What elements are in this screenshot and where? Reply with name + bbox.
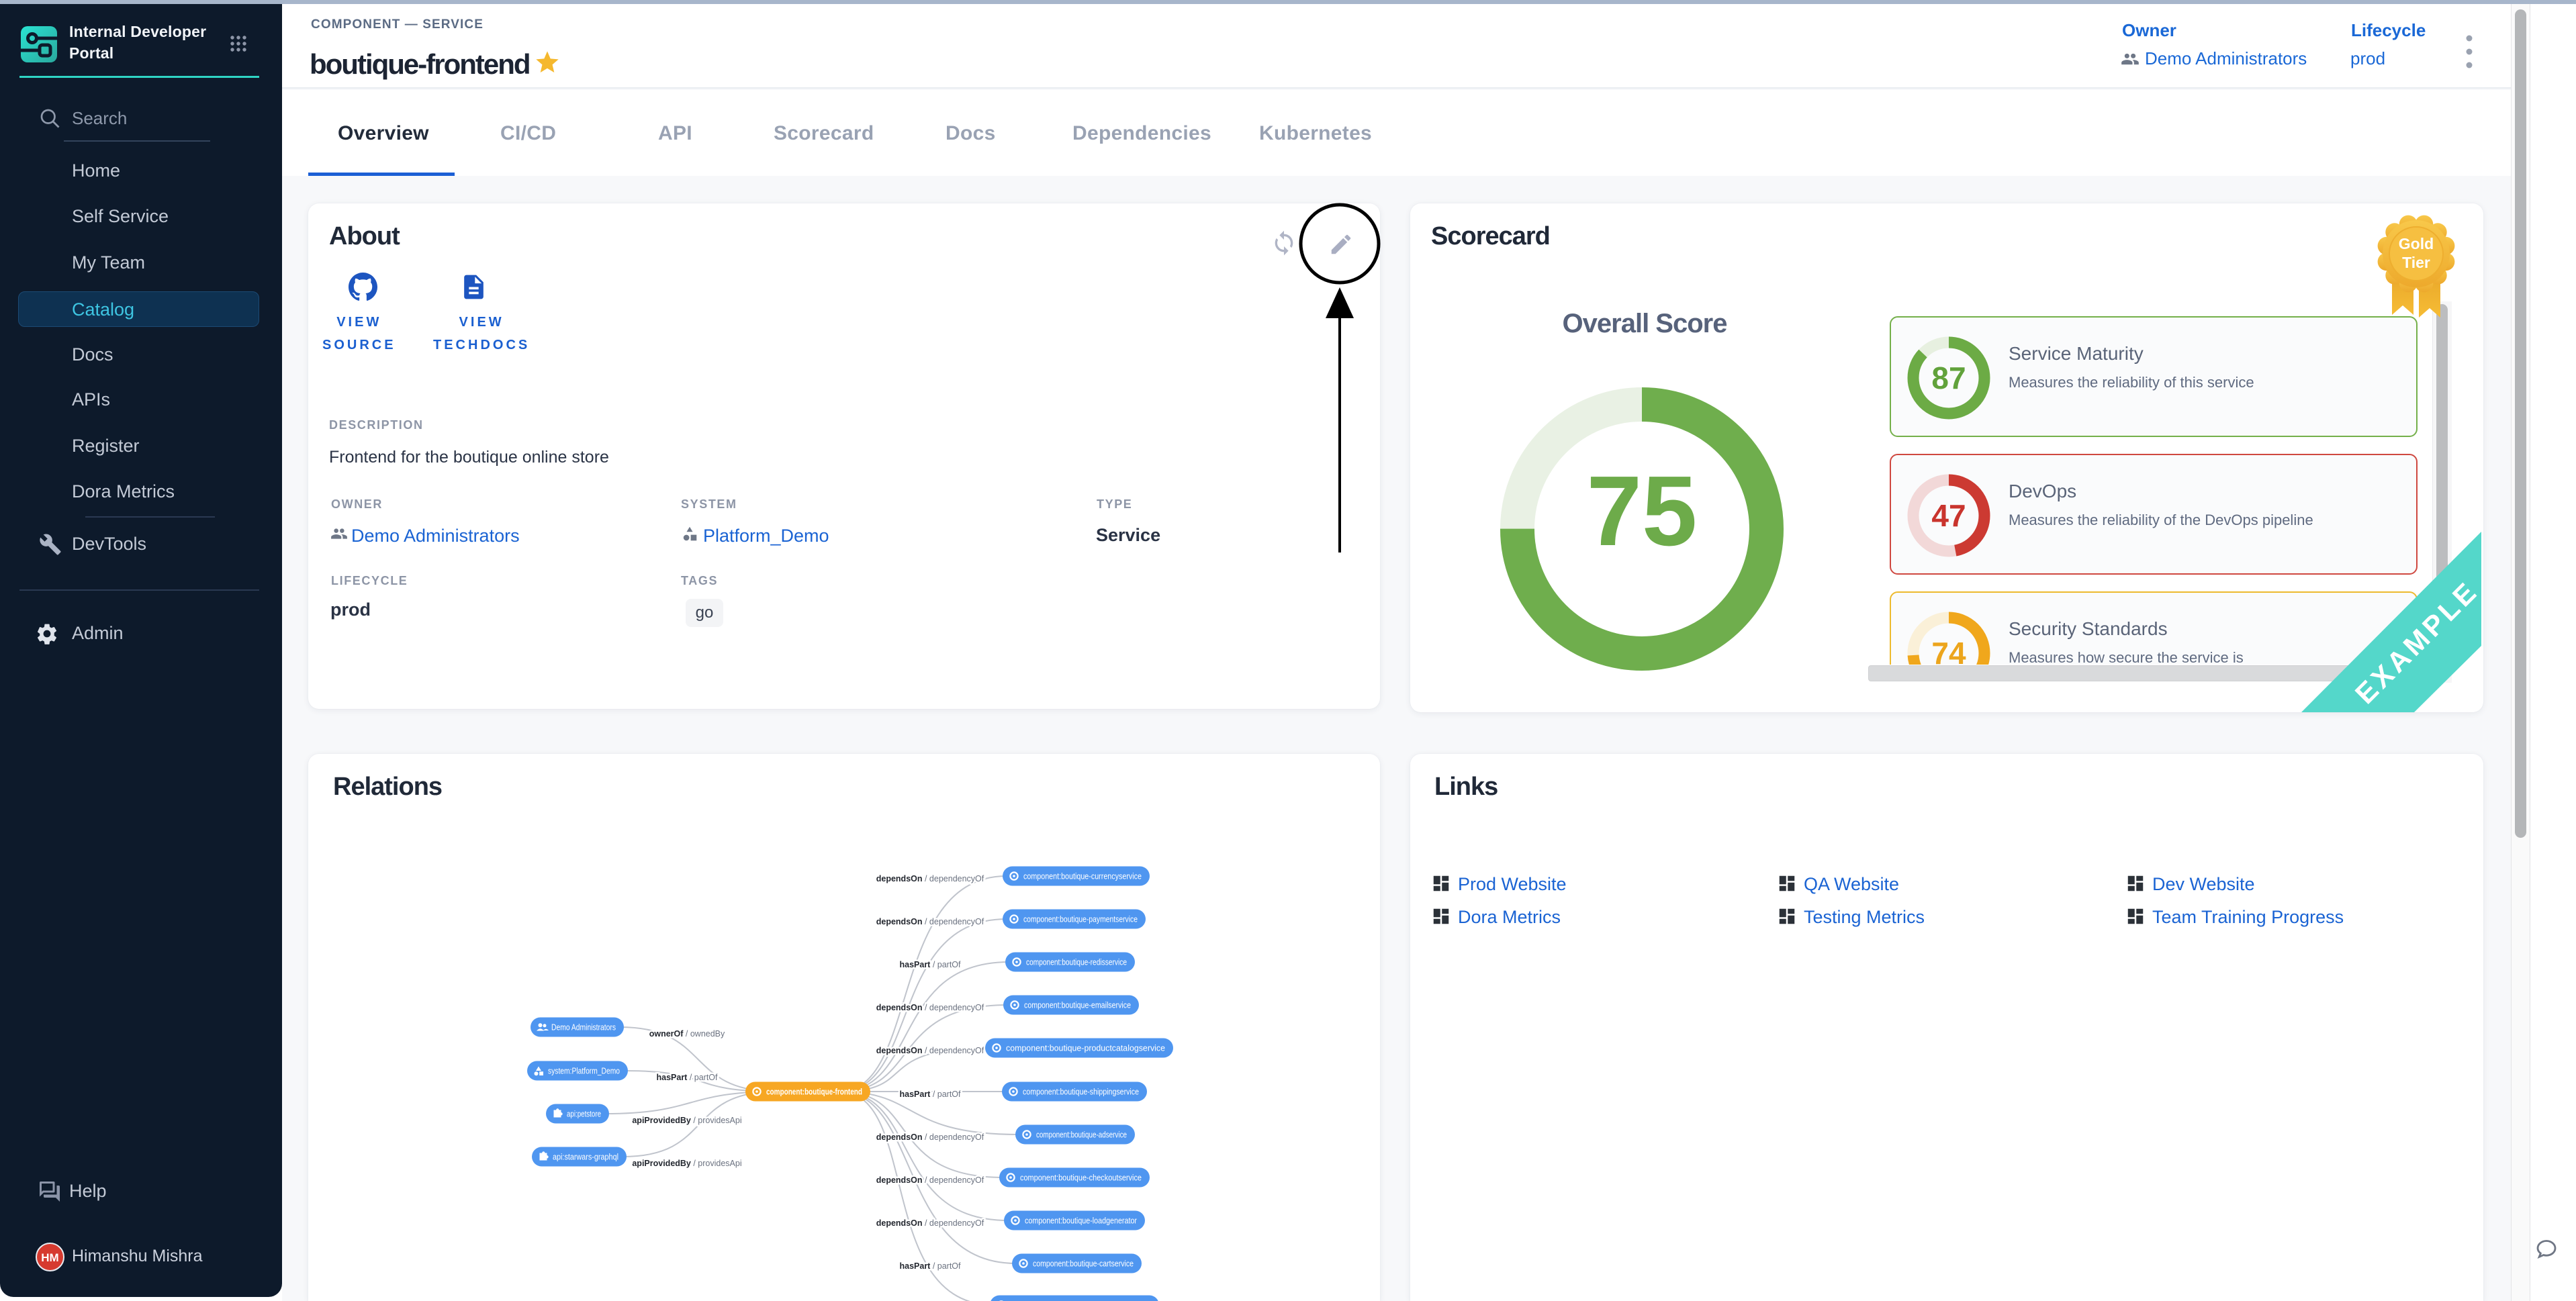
svg-text:hasPart / partOf: hasPart / partOf [899, 1090, 961, 1099]
svg-text:dependsOn / dependencyOf: dependsOn / dependencyOf [876, 1218, 984, 1228]
svg-text:apiProvidedBy / providesApi: apiProvidedBy / providesApi [632, 1116, 741, 1125]
svg-text:api:starwars-graphql: api:starwars-graphql [553, 1153, 618, 1162]
svg-text:component:boutique-adservice: component:boutique-adservice [1036, 1130, 1127, 1140]
svg-text:ownerOf / ownedBy: ownerOf / ownedBy [649, 1029, 725, 1039]
svg-text:dependsOn / dependencyOf: dependsOn / dependencyOf [876, 1133, 984, 1142]
svg-text:component:boutique-loadgenerat: component:boutique-loadgenerator [1025, 1216, 1137, 1226]
svg-text:component:boutique-currencyser: component:boutique-currencyservice [1023, 872, 1142, 881]
svg-text:dependsOn / dependencyOf: dependsOn / dependencyOf [876, 1003, 984, 1012]
svg-text:apiProvidedBy / providesApi: apiProvidedBy / providesApi [632, 1159, 741, 1168]
svg-text:system:Platform_Demo: system:Platform_Demo [548, 1067, 620, 1076]
svg-text:hasPart / partOf: hasPart / partOf [899, 960, 961, 969]
svg-text:dependsOn / dependencyOf: dependsOn / dependencyOf [876, 874, 984, 883]
svg-text:dependsOn / dependencyOf: dependsOn / dependencyOf [876, 1175, 984, 1185]
svg-text:api:petstore: api:petstore [567, 1110, 601, 1119]
svg-text:47: 47 [1931, 498, 1966, 533]
svg-text:Gold: Gold [2399, 235, 2434, 252]
svg-text:dependsOn / dependencyOf: dependsOn / dependencyOf [876, 1046, 984, 1055]
svg-text:component:boutique-paymentserv: component:boutique-paymentservice [1023, 915, 1138, 924]
svg-text:component:boutique-redisservic: component:boutique-redisservice [1026, 958, 1127, 967]
svg-text:87: 87 [1931, 360, 1966, 395]
svg-text:component:boutique-checkoutser: component:boutique-checkoutservice [1020, 1173, 1142, 1183]
svg-text:74: 74 [1931, 636, 1966, 665]
svg-text:hasPart / partOf: hasPart / partOf [899, 1261, 961, 1271]
svg-text:dependsOn / dependencyOf: dependsOn / dependencyOf [876, 917, 984, 926]
svg-text:hasPart / partOf: hasPart / partOf [656, 1073, 718, 1082]
svg-text:component:boutique-cartservice: component:boutique-cartservice [1033, 1259, 1134, 1269]
svg-text:component:boutique-emailservic: component:boutique-emailservice [1024, 1001, 1131, 1010]
svg-text:component:boutique-shippingser: component:boutique-shippingservice [1023, 1088, 1139, 1097]
svg-text:component:boutique-frontend: component:boutique-frontend [766, 1088, 862, 1097]
svg-text:75: 75 [1587, 456, 1698, 567]
svg-text:?: ? [44, 1183, 49, 1193]
svg-text:Demo Administrators: Demo Administrators [551, 1023, 616, 1032]
svg-text:component:boutique-productcata: component:boutique-productcatalogservice [1006, 1044, 1165, 1053]
svg-text:Tier: Tier [2402, 254, 2430, 271]
